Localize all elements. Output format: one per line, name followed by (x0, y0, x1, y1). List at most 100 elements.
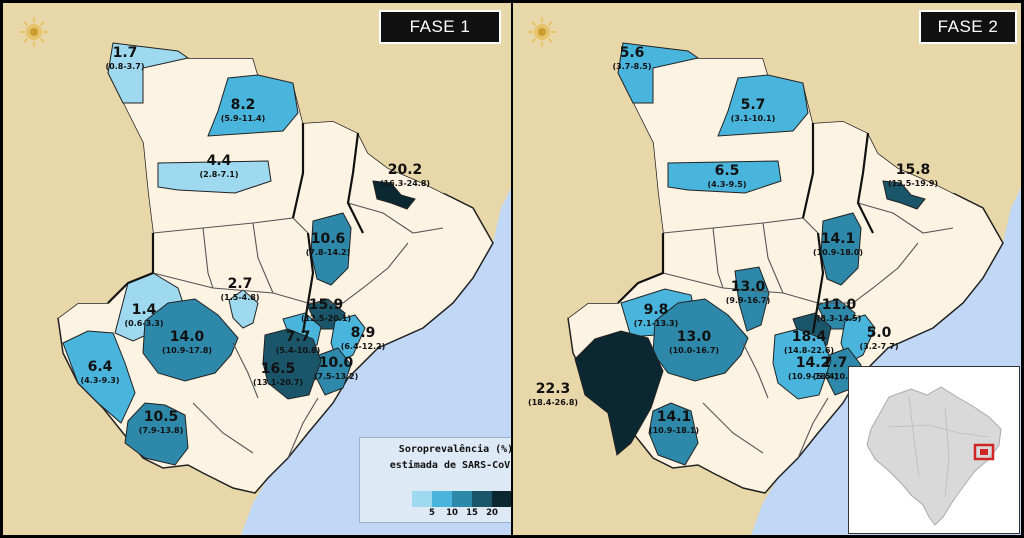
region-value: 22.3 (535, 381, 571, 397)
region-ci: (7.5-13.2) (313, 372, 359, 381)
region-value: 8.2 (230, 97, 256, 113)
brazil-locator-inset (848, 366, 1020, 534)
region-polygons (574, 42, 926, 466)
region-value: 4.4 (206, 153, 232, 169)
region-ci: (3.1-10.1) (730, 114, 776, 123)
study-area-marker (973, 443, 995, 461)
region-shape (667, 160, 782, 194)
region-shape (882, 180, 926, 210)
legend-tick-5: 5 (429, 508, 435, 518)
region-ci: (13.1-20.7) (252, 378, 304, 387)
region-shape (734, 266, 770, 332)
phase-1-title: FASE 1 (379, 10, 501, 44)
region-ci: (1.5-4.8) (220, 293, 260, 302)
region-ci: (12.5-19.9) (887, 179, 939, 188)
region-value: 11.0 (821, 297, 857, 313)
region-shape (372, 180, 416, 210)
region-value: 16.5 (260, 361, 296, 377)
region-value: 14.0 (169, 329, 205, 345)
region-ci: (10.0-16.7) (668, 346, 720, 355)
region-ci: (2.8-7.1) (199, 170, 239, 179)
inland-northwest (513, 3, 1021, 318)
region-shape (262, 328, 322, 400)
region-shape (157, 160, 272, 194)
region-shape (574, 330, 664, 456)
region-shape (124, 402, 189, 466)
region-value: 14.1 (656, 409, 692, 425)
region-value: 15.8 (895, 162, 931, 178)
phase-1-map: FASE 1 1.7 (0.8-3.7) 8.2 (5.9-11.4) 4.4 (2.8-… (3, 3, 511, 535)
legend-colorbar (412, 491, 511, 507)
region-ci: (10.9-17.8) (161, 346, 213, 355)
legend-swatch-0 (412, 491, 432, 507)
region-ci: (5.5-10.7) (812, 372, 858, 381)
region-shape (652, 298, 749, 382)
region-value: 13.0 (730, 279, 766, 295)
region-value: 6.5 (714, 163, 740, 179)
region-ci: (9.9-16.7) (725, 296, 771, 305)
legend-swatch-1 (432, 491, 452, 507)
region-ci: (6.4-12.2) (340, 342, 386, 351)
region-value: 10.5 (143, 409, 179, 425)
region-ci: (4.3-9.3) (80, 376, 120, 385)
region-ci: (16.3-24.8) (379, 179, 431, 188)
municipal-lines (662, 202, 954, 459)
region-value: 14.1 (820, 231, 856, 247)
region-ci: (5.4-10.8) (275, 346, 321, 355)
region-ci: (0.6-3.3) (124, 319, 164, 328)
region-ci: (12.5-20.1) (300, 314, 352, 323)
region-shape (62, 330, 136, 424)
region-ci: (10.9-18.1) (648, 426, 700, 435)
region-ci: (5.9-11.4) (220, 114, 266, 123)
region-value: 20.2 (387, 162, 423, 178)
region-value: 5.6 (619, 45, 645, 61)
region-ci: (0.8-3.7) (105, 62, 145, 71)
region-value: 10.0 (318, 355, 354, 371)
region-value: 7.7 (285, 329, 311, 345)
region-value: 13.0 (676, 329, 712, 345)
region-value: 15.9 (308, 297, 344, 313)
region-ci: (10.9-18.0) (812, 248, 864, 257)
legend: Soroprevalência (%) estimada de SARS-CoV… (359, 437, 511, 523)
region-ci: (14.8-22.6) (783, 346, 835, 355)
legend-tick-10: 10 (446, 508, 458, 518)
phase-2-title: FASE 2 (919, 10, 1017, 44)
region-value: 5.0 (866, 325, 892, 341)
region-shape (717, 74, 809, 137)
study-area-fill (980, 449, 988, 455)
region-ci: (3.7-8.5) (612, 62, 652, 71)
region-ci: (3.2-7.7) (859, 342, 899, 351)
region-ci: (10.9-18.4) (787, 372, 839, 381)
legend-title-line2: estimada de SARS-CoV-2 (389, 460, 511, 471)
region-value: 6.4 (87, 359, 113, 375)
virus-logo-icon (528, 18, 556, 46)
phase-1-basemap (3, 3, 511, 535)
legend-swatch-3 (472, 491, 492, 507)
legend-tick-15: 15 (466, 508, 478, 518)
region-value: 9.8 (643, 302, 669, 318)
legend-title-line1: Soroprevalência (%) (398, 444, 511, 455)
region-shape (142, 298, 239, 382)
macro-borders (617, 123, 874, 334)
region-ci: (7.8-14.2) (305, 248, 351, 257)
region-ci: (7.1-13.3) (633, 319, 679, 328)
region-value: 10.6 (310, 231, 346, 247)
region-shape (648, 402, 699, 466)
macro-borders (107, 123, 364, 334)
municipal-lines (152, 202, 444, 459)
region-value: 2.7 (227, 276, 253, 292)
region-polygons (62, 42, 416, 466)
legend-tick-20: 20 (486, 508, 498, 518)
region-ci: (7.9-13.8) (138, 426, 184, 435)
brazil-outline (866, 386, 1002, 526)
region-ci: (4.3-9.5) (707, 180, 747, 189)
region-shape (107, 42, 190, 104)
legend-swatch-2 (452, 491, 472, 507)
legend-swatch-4 (492, 491, 511, 507)
region-value: 18.4 (791, 329, 827, 345)
region-shape (207, 74, 299, 137)
region-value: 7.7 (822, 355, 848, 371)
region-value: 8.9 (350, 325, 376, 341)
inland-northwest (3, 3, 511, 318)
